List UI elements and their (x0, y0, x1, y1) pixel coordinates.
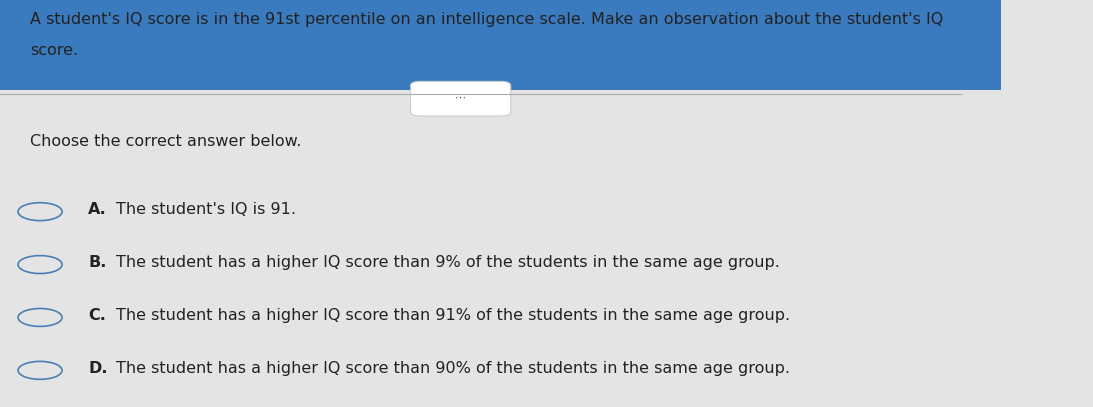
Text: D.: D. (89, 361, 107, 376)
Text: Choose the correct answer below.: Choose the correct answer below. (30, 134, 302, 149)
Text: The student has a higher IQ score than 90% of the students in the same age group: The student has a higher IQ score than 9… (116, 361, 790, 376)
FancyBboxPatch shape (0, 0, 1001, 90)
FancyBboxPatch shape (411, 81, 510, 116)
Text: A.: A. (89, 202, 107, 217)
Text: C.: C. (89, 308, 106, 323)
Text: score.: score. (30, 43, 79, 58)
Text: A student's IQ score is in the 91st percentile on an intelligence scale. Make an: A student's IQ score is in the 91st perc… (30, 12, 943, 27)
Text: The student's IQ is 91.: The student's IQ is 91. (116, 202, 296, 217)
Text: B.: B. (89, 255, 106, 270)
Text: ⋯: ⋯ (455, 93, 467, 103)
Text: The student has a higher IQ score than 91% of the students in the same age group: The student has a higher IQ score than 9… (116, 308, 790, 323)
Text: The student has a higher IQ score than 9% of the students in the same age group.: The student has a higher IQ score than 9… (116, 255, 780, 270)
